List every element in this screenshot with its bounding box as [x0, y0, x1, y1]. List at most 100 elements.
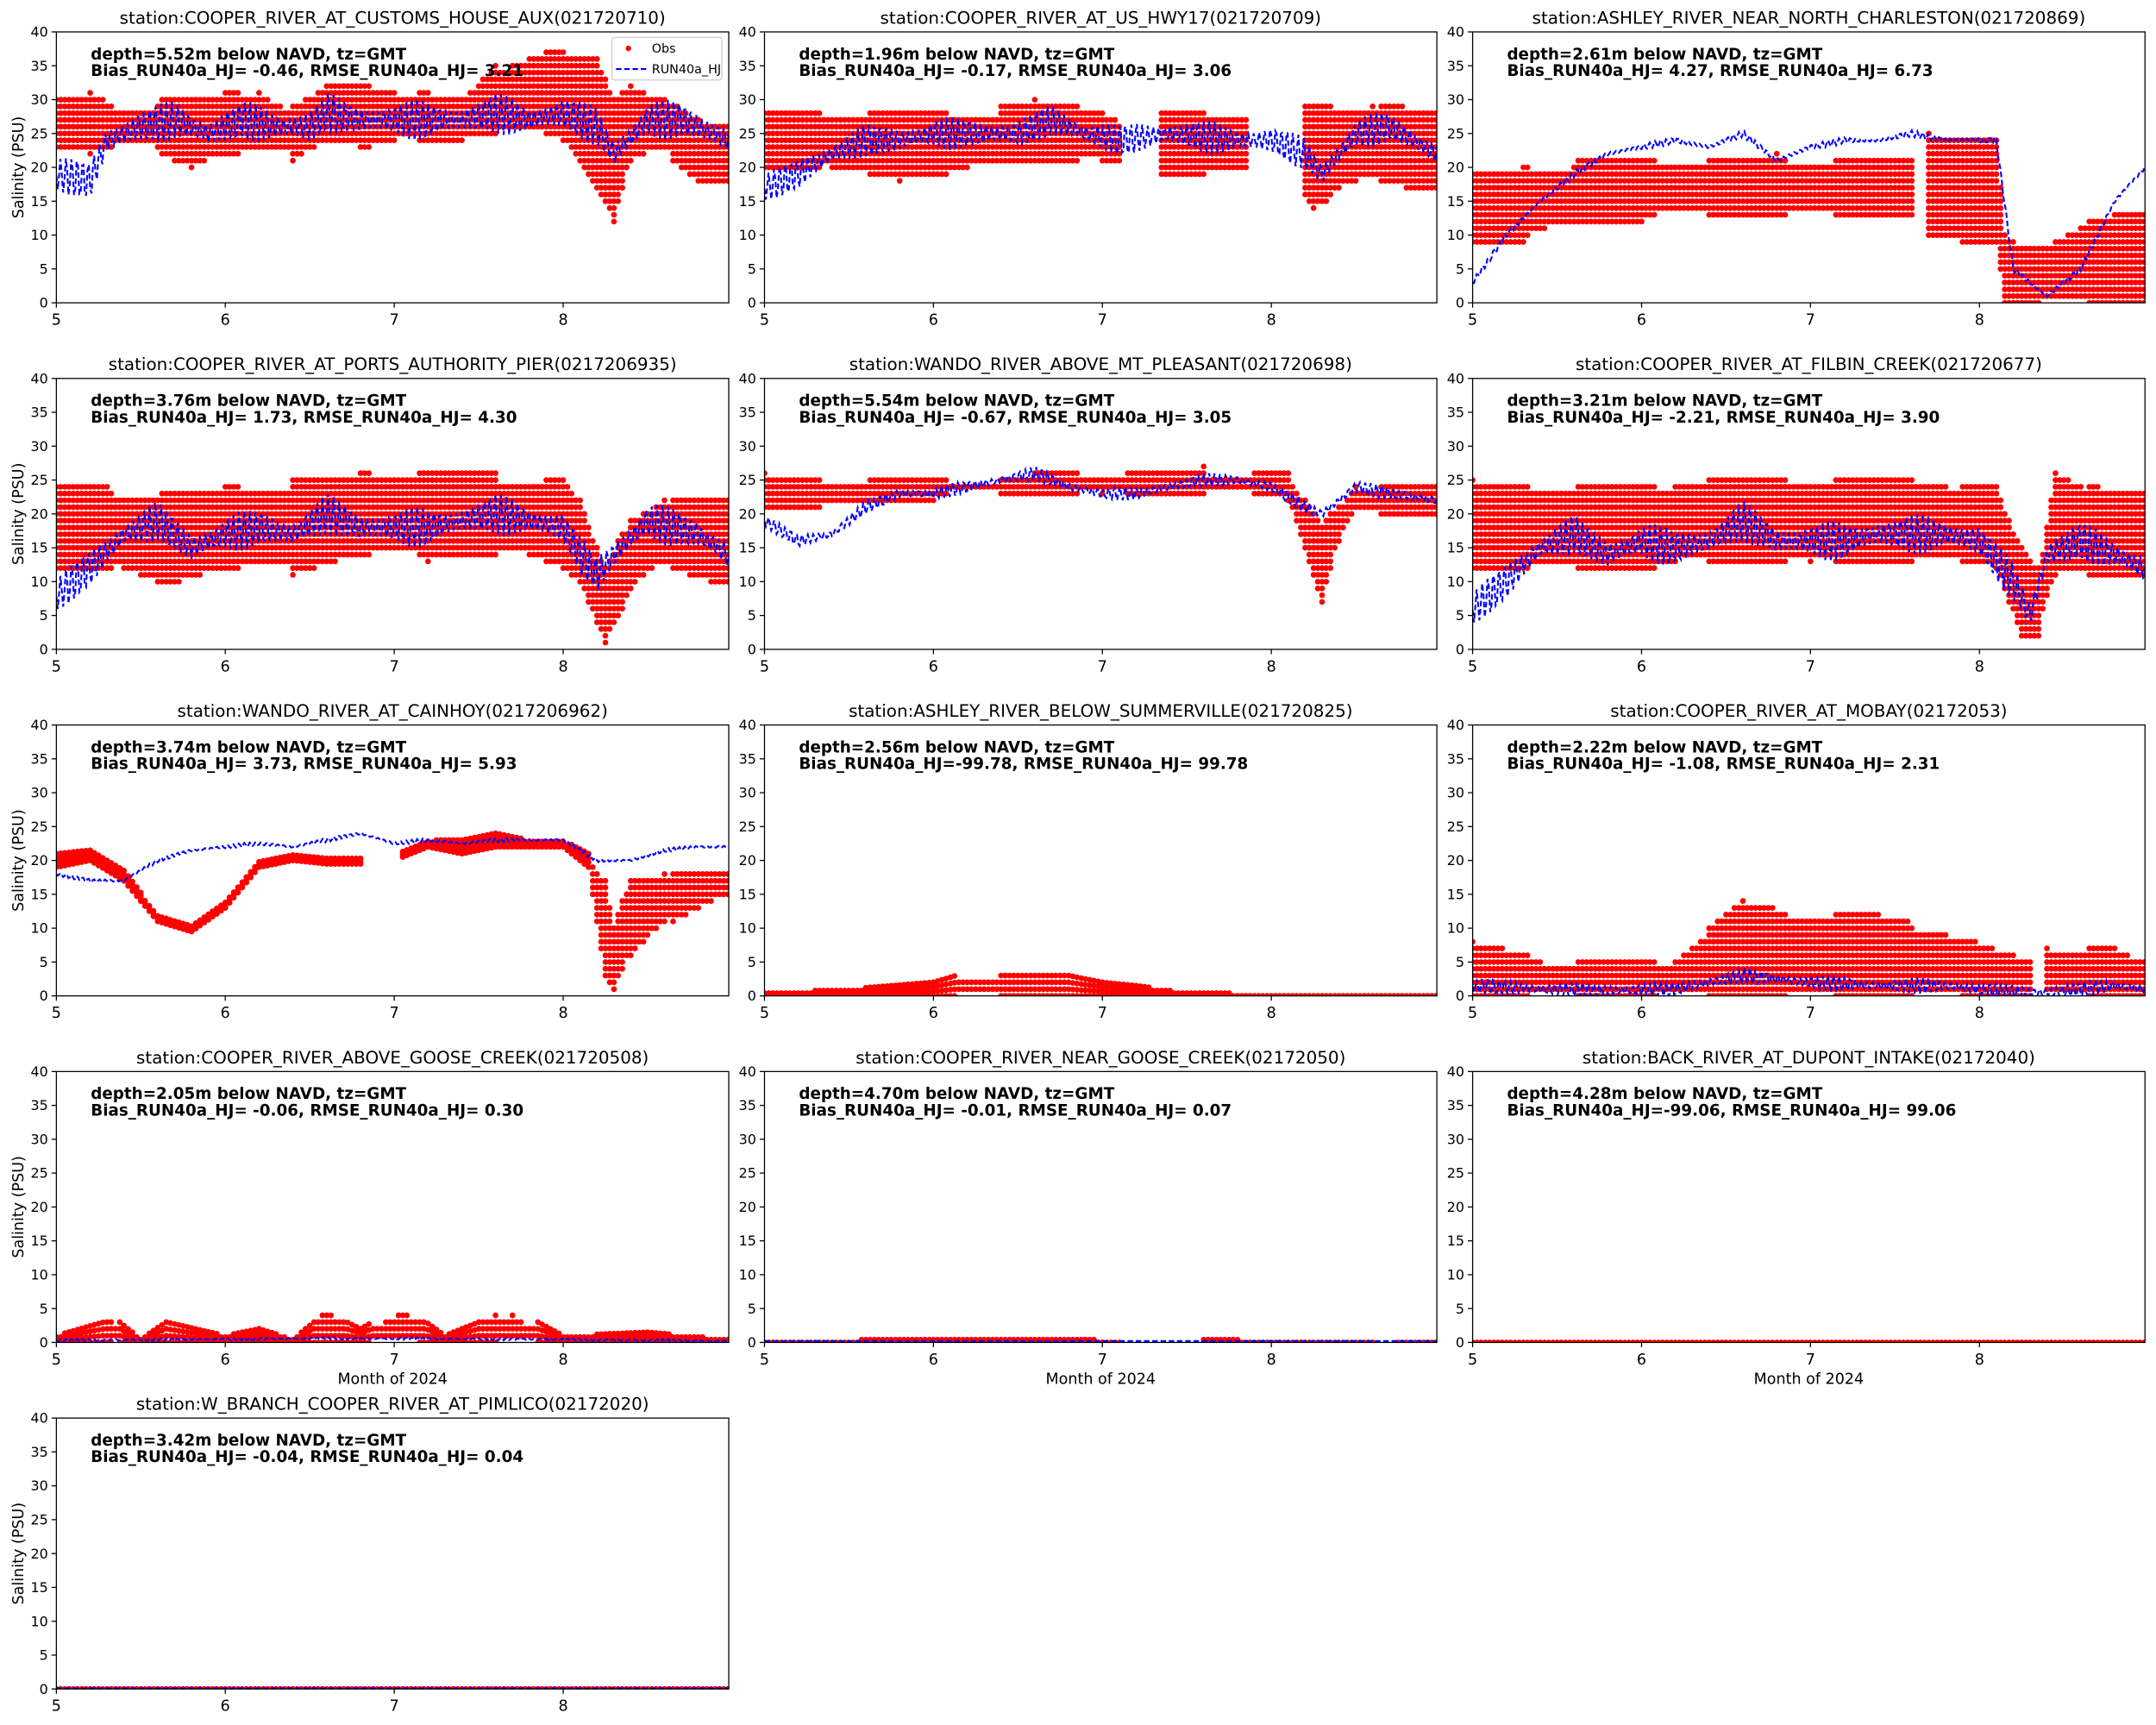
y-tick-label: 0 — [40, 295, 48, 311]
model-series — [764, 105, 1438, 200]
x-tick-label: 5 — [760, 1352, 769, 1369]
y-tick-label: 0 — [40, 1334, 48, 1351]
subplot-title: station:W_BRANCH_COOPER_RIVER_AT_PIMLICO… — [136, 1395, 649, 1414]
depth-annotation: depth=2.56m below NAVD, tz=GMT — [799, 738, 1114, 756]
x-tick-label: 7 — [390, 1005, 399, 1022]
stats-annotation: Bias_RUN40a_HJ= -0.17, RMSE_RUN40a_HJ= 3… — [799, 62, 1232, 80]
y-tick-label: 25 — [31, 1165, 48, 1182]
subplot-3: station:ASHLEY_RIVER_NEAR_NORTH_CHARLEST… — [1447, 8, 2146, 329]
y-tick-label: 35 — [1447, 1097, 1464, 1113]
x-tick-label: 6 — [221, 658, 230, 675]
x-tick-label: 6 — [221, 1352, 230, 1369]
model-series — [56, 493, 730, 610]
x-tick-label: 8 — [558, 658, 567, 675]
subplot-4: station:COOPER_RIVER_AT_PORTS_AUTHORITY_… — [10, 354, 730, 675]
y-tick-label: 30 — [739, 1131, 756, 1147]
y-tick-label: 40 — [1447, 24, 1464, 41]
subplot-1: station:COOPER_RIVER_AT_CUSTOMS_HOUSE_AU… — [10, 8, 730, 329]
y-tick-label: 35 — [1447, 58, 1464, 74]
y-tick-label: 40 — [1447, 370, 1464, 386]
subplot-6: station:COOPER_RIVER_AT_FILBIN_CREEK(021… — [1447, 354, 2146, 675]
x-tick-label: 5 — [1468, 658, 1477, 675]
y-tick-label: 0 — [748, 641, 756, 657]
legend-obs-marker — [625, 45, 631, 52]
y-tick-label: 35 — [31, 750, 48, 767]
y-tick-label: 15 — [1447, 1233, 1464, 1249]
y-tick-label: 30 — [31, 785, 48, 801]
legend-obs-label: Obs — [652, 42, 676, 56]
stats-annotation: Bias_RUN40a_HJ= -1.08, RMSE_RUN40a_HJ= 2… — [1507, 756, 1940, 774]
subplot-title: station:WANDO_RIVER_AT_CAINHOY(021720696… — [178, 701, 608, 721]
subplot-title: station:ASHLEY_RIVER_NEAR_NORTH_CHARLEST… — [1532, 8, 2086, 28]
subplot-title: station:WANDO_RIVER_ABOVE_MT_PLEASANT(02… — [849, 354, 1352, 374]
x-tick-label: 5 — [52, 1698, 61, 1716]
x-tick-label: 8 — [1267, 312, 1276, 329]
subplot-title: station:BACK_RIVER_AT_DUPONT_INTAKE(0217… — [1583, 1048, 2035, 1068]
x-tick-label: 7 — [1098, 658, 1107, 675]
x-tick-label: 8 — [1267, 1005, 1276, 1022]
y-tick-label: 10 — [1447, 1266, 1464, 1283]
obs-series — [764, 972, 1438, 996]
y-tick-label: 20 — [1447, 505, 1464, 522]
y-tick-label: 20 — [31, 160, 48, 176]
x-tick-label: 6 — [929, 1352, 938, 1369]
subplot-12: station:BACK_RIVER_AT_DUPONT_INTAKE(0217… — [1447, 1048, 2146, 1388]
x-tick-label: 6 — [929, 658, 938, 675]
y-tick-label: 40 — [739, 370, 756, 386]
y-tick-label: 10 — [31, 1613, 48, 1629]
y-axis-label: Salinity (PSU) — [10, 1156, 28, 1258]
y-tick-label: 30 — [1447, 1131, 1464, 1147]
subplot-5: station:WANDO_RIVER_ABOVE_MT_PLEASANT(02… — [739, 354, 1438, 675]
y-tick-label: 35 — [1447, 405, 1464, 421]
y-tick-label: 0 — [40, 641, 48, 657]
stats-annotation: Bias_RUN40a_HJ=-99.06, RMSE_RUN40a_HJ= 9… — [1507, 1101, 1956, 1120]
x-tick-label: 7 — [390, 1352, 399, 1369]
stats-annotation: Bias_RUN40a_HJ= -0.06, RMSE_RUN40a_HJ= 0… — [91, 1101, 523, 1120]
y-tick-label: 15 — [739, 193, 756, 210]
y-tick-label: 30 — [739, 785, 756, 801]
x-tick-label: 5 — [52, 658, 61, 675]
subplot-title: station:COOPER_RIVER_NEAR_GOOSE_CREEK(02… — [856, 1048, 1345, 1068]
x-tick-label: 5 — [1468, 1352, 1477, 1369]
y-tick-label: 5 — [40, 954, 48, 970]
x-tick-label: 7 — [1806, 1352, 1815, 1369]
model-series — [56, 1335, 730, 1343]
y-tick-label: 35 — [31, 1444, 48, 1460]
x-tick-label: 6 — [1637, 312, 1646, 329]
stats-annotation: Bias_RUN40a_HJ= -2.21, RMSE_RUN40a_HJ= 3… — [1507, 409, 1940, 427]
y-tick-label: 0 — [748, 1334, 756, 1351]
model-series — [56, 831, 729, 884]
x-tick-label: 6 — [1637, 1352, 1646, 1369]
x-tick-label: 7 — [390, 312, 399, 329]
y-tick-label: 0 — [748, 295, 756, 311]
x-axis-label: Month of 2024 — [337, 1371, 448, 1388]
y-tick-label: 0 — [748, 988, 756, 1004]
y-tick-label: 25 — [739, 1165, 756, 1182]
y-tick-label: 30 — [1447, 91, 1464, 108]
y-tick-label: 25 — [739, 819, 756, 835]
y-tick-label: 20 — [31, 1546, 48, 1562]
y-tick-label: 10 — [739, 227, 756, 243]
y-tick-label: 35 — [31, 1097, 48, 1113]
depth-annotation: depth=2.05m below NAVD, tz=GMT — [91, 1085, 406, 1103]
y-tick-label: 35 — [1447, 750, 1464, 767]
y-tick-label: 5 — [40, 607, 48, 624]
y-tick-label: 20 — [739, 852, 756, 869]
model-series — [56, 93, 730, 197]
x-tick-label: 7 — [1806, 658, 1815, 675]
x-tick-label: 5 — [52, 1005, 61, 1022]
x-tick-label: 8 — [558, 1352, 567, 1369]
y-tick-label: 30 — [31, 1477, 48, 1494]
y-tick-label: 0 — [1456, 988, 1464, 1004]
subplot-title: station:COOPER_RIVER_AT_CUSTOMS_HOUSE_AU… — [120, 8, 666, 28]
y-tick-label: 40 — [31, 717, 48, 733]
depth-annotation: depth=3.76m below NAVD, tz=GMT — [91, 392, 406, 411]
model-series — [764, 466, 1438, 549]
y-tick-label: 15 — [1447, 193, 1464, 210]
obs-series — [56, 830, 730, 993]
x-tick-label: 5 — [760, 1005, 769, 1022]
y-tick-label: 10 — [739, 574, 756, 590]
y-tick-label: 40 — [739, 717, 756, 733]
stats-annotation: Bias_RUN40a_HJ= 1.73, RMSE_RUN40a_HJ= 4.… — [91, 409, 517, 427]
